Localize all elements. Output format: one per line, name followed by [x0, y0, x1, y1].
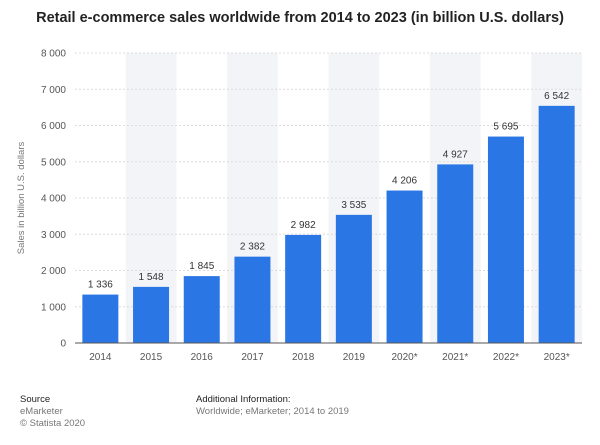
data-label: 1 845 — [189, 261, 214, 272]
source-heading: Source — [20, 394, 51, 405]
y-tick-label: 1 000 — [41, 302, 66, 313]
y-tick-label: 4 000 — [41, 194, 66, 205]
x-tick-label: 2016 — [191, 352, 214, 363]
x-tick-label: 2014 — [89, 352, 112, 363]
x-tick-label: 2017 — [241, 352, 264, 363]
bar — [487, 136, 524, 343]
additional-info-block: Additional Information: Worldwide; eMark… — [196, 394, 349, 418]
bar — [133, 286, 170, 343]
additional-info-text: Worldwide; eMarketer; 2014 to 2019 — [196, 406, 349, 417]
copyright[interactable]: © Statista 2020 — [20, 418, 86, 429]
y-tick-label: 3 000 — [41, 230, 66, 241]
data-label: 6 542 — [544, 91, 569, 102]
bar — [335, 214, 372, 343]
chart-title: Retail e-commerce sales worldwide from 2… — [36, 10, 564, 26]
bar — [183, 276, 220, 343]
y-tick-label: 2 000 — [41, 266, 66, 277]
x-tick-label: 2023* — [544, 352, 570, 363]
x-tick-label: 2015 — [140, 352, 163, 363]
data-label: 1 548 — [139, 272, 164, 283]
bar — [386, 190, 423, 343]
bar — [538, 105, 575, 343]
data-label: 4 927 — [443, 149, 468, 160]
source-name[interactable]: eMarketer — [20, 406, 63, 417]
y-tick-label: 5 000 — [41, 157, 66, 168]
bar — [437, 164, 474, 343]
bar — [285, 234, 322, 343]
x-tick-label: 2018 — [292, 352, 315, 363]
y-tick-label: 7 000 — [41, 85, 66, 96]
bar — [234, 256, 271, 343]
y-axis-title: Sales in billion U.S. dollars — [16, 142, 27, 255]
data-label: 4 206 — [392, 176, 417, 187]
source-block: Source eMarketer © Statista 2020 — [20, 394, 85, 430]
x-tick-label: 2021* — [442, 352, 468, 363]
y-tick-label: 0 — [60, 339, 66, 350]
data-label: 2 382 — [240, 242, 265, 253]
x-tick-label: 2019 — [343, 352, 366, 363]
x-tick-label: 2022* — [493, 352, 519, 363]
data-label: 2 982 — [291, 220, 316, 231]
bar — [82, 294, 119, 343]
y-tick-label: 8 000 — [41, 49, 66, 60]
data-label: 3 535 — [341, 200, 366, 211]
y-tick-label: 6 000 — [41, 121, 66, 132]
data-label: 1 336 — [88, 280, 113, 291]
data-label: 5 695 — [493, 122, 518, 133]
x-tick-label: 2020* — [391, 352, 417, 363]
additional-info-heading: Additional Information: — [196, 394, 291, 405]
